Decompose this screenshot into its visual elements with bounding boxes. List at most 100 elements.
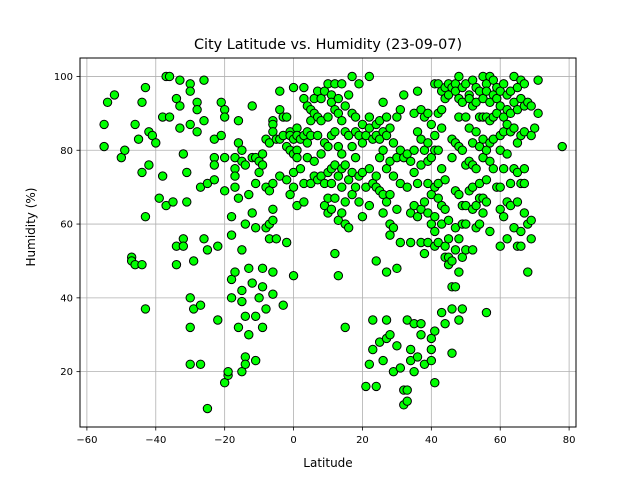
data-point [288,182,299,192]
data-point [364,200,375,211]
data-point [412,352,423,362]
data-point [430,326,440,336]
data-point [399,90,409,100]
data-point [412,86,423,96]
data-point [140,82,151,93]
data-point [216,130,226,141]
data-point [381,315,392,325]
data-point [323,112,333,122]
x-tick-label: 40 [425,435,438,446]
data-point [350,112,361,122]
data-point [533,75,543,85]
data-point [340,197,350,207]
data-point [440,318,450,329]
data-point [402,385,412,395]
data-point [357,211,368,222]
data-point [430,378,440,388]
data-point [395,104,406,115]
data-point [378,97,388,107]
data-point [178,241,189,251]
data-point [467,245,478,255]
data-point [405,344,416,355]
data-point [326,178,337,189]
data-point [137,97,147,107]
data-point [281,237,292,248]
data-point [447,152,457,163]
data-point [137,259,147,270]
data-point [326,204,337,214]
data-point [219,152,230,163]
data-point [278,300,288,310]
data-point [471,127,481,137]
data-point [423,138,433,148]
data-point [371,171,381,181]
data-point [237,145,247,155]
y-axis-label: Humidity (%) [24,188,38,267]
data-point [523,267,533,277]
data-point [481,175,492,185]
data-point [533,108,543,119]
data-point [171,259,182,270]
data-point [237,285,247,296]
data-point [99,141,109,152]
data-point [378,145,388,155]
data-point [247,278,257,288]
data-point [192,127,202,137]
data-point [292,152,302,163]
x-tick-label: 20 [356,435,369,446]
data-point [268,215,278,226]
data-point [219,112,230,122]
data-point [502,234,512,244]
data-point [120,145,130,155]
data-point [343,90,354,100]
data-point [288,82,299,93]
data-point [288,271,299,281]
data-point [509,123,519,133]
data-point [240,219,251,229]
data-point [388,223,399,233]
data-point [447,256,457,266]
data-point [485,226,495,237]
x-tick-label: 60 [494,435,507,446]
data-point [195,300,206,310]
data-point [419,248,430,259]
data-point [361,381,371,392]
data-point [223,366,233,377]
data-point [392,341,402,351]
data-point [395,363,406,373]
data-point [354,197,364,207]
data-point [209,175,220,185]
data-point [133,134,144,144]
data-point [188,256,199,266]
data-point [388,171,399,181]
data-point [526,215,536,226]
data-point [240,359,251,369]
data-point [436,164,447,174]
data-point [299,82,309,93]
data-point [230,182,240,192]
data-point [502,149,512,159]
data-point [226,293,237,303]
data-point [316,149,326,159]
x-tick-label: 0 [290,435,296,446]
y-tick-label: 100 [54,72,73,83]
data-point [426,344,437,355]
data-point [426,355,437,366]
data-point [350,152,361,163]
data-point [244,263,254,274]
data-point [275,86,285,96]
data-point [416,318,426,329]
data-point [337,149,347,159]
data-point [164,112,175,122]
data-point [337,79,347,89]
data-point [182,167,192,178]
data-point [151,138,161,148]
data-point [447,304,457,314]
data-point [505,178,516,189]
data-point [498,211,509,222]
data-point [519,208,530,218]
x-axis-label: Latitude [303,456,352,470]
data-point [481,307,492,318]
